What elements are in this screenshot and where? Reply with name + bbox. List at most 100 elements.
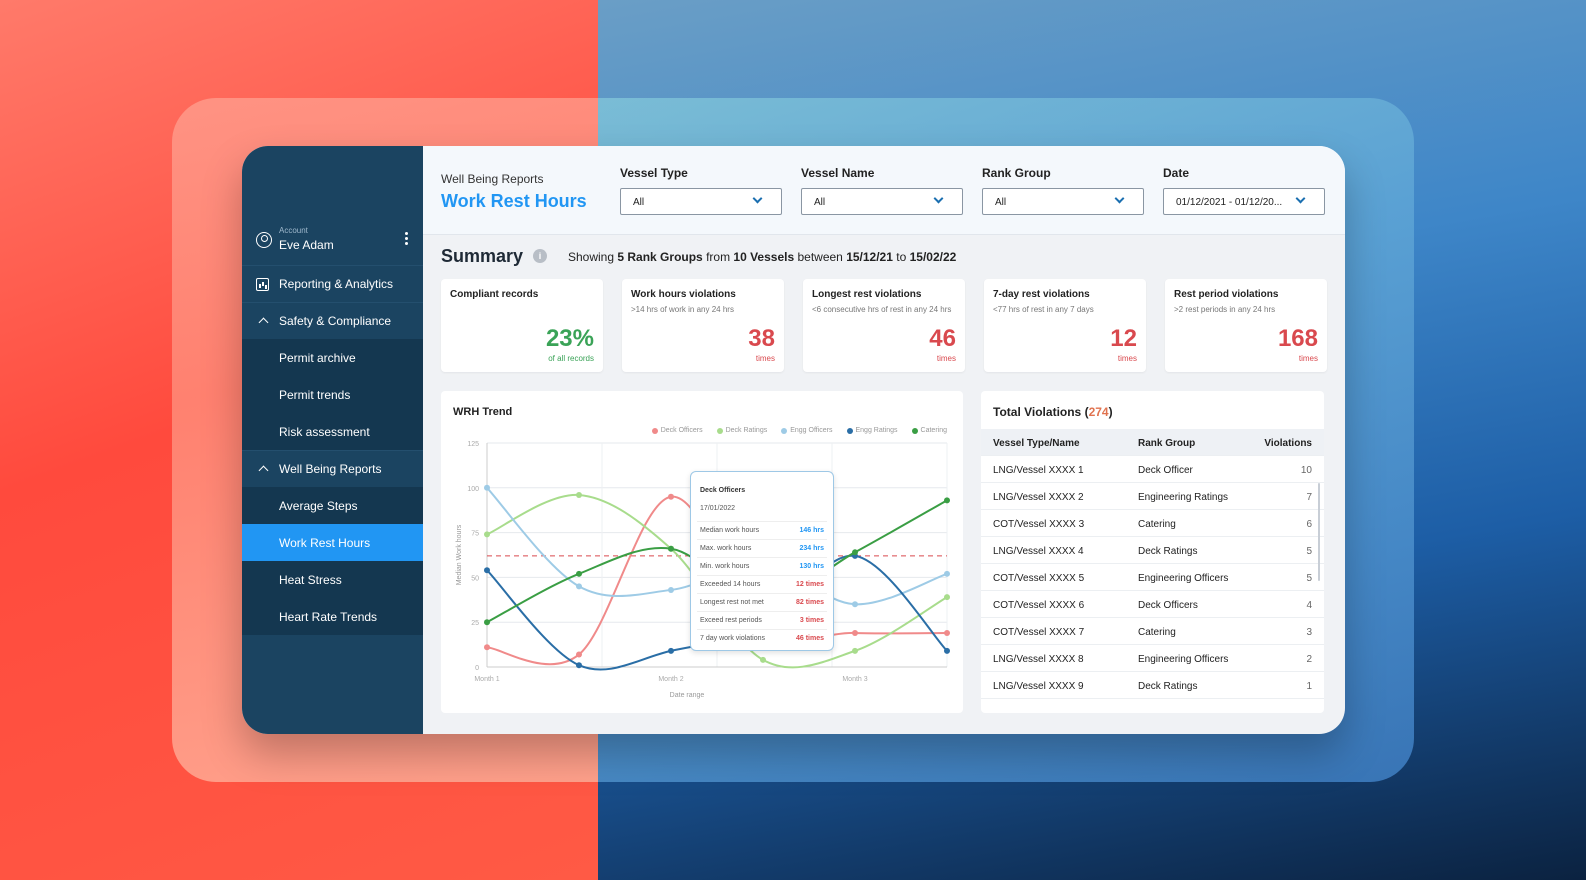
table-row[interactable]: COT/Vessel XXXX 3 Catering 6	[981, 510, 1324, 537]
legend-item[interactable]: Engg Officers	[781, 427, 833, 434]
legend-label: Engg Ratings	[855, 427, 898, 434]
violations-count: 274	[1088, 405, 1109, 419]
vessel-name-select[interactable]: All	[801, 188, 963, 215]
sidebar-item-permit-trends[interactable]: Permit trends	[242, 376, 423, 413]
table-row[interactable]: LNG/Vessel XXXX 8 Engineering Officers 2	[981, 645, 1324, 672]
account-section[interactable]: Account Eve Adam	[242, 222, 423, 264]
tooltip-value: 130 hrs	[799, 563, 824, 570]
tooltip-key: Max. work hours	[700, 545, 752, 552]
violations-table: Vessel Type/Name Rank Group Violations L…	[981, 429, 1324, 699]
more-vertical-icon[interactable]	[405, 232, 409, 246]
x-axis-label: Date range	[670, 692, 705, 699]
table-cell: 4	[1306, 600, 1312, 611]
date-range-select[interactable]: 01/12/2021 - 01/12/20...	[1163, 188, 1325, 215]
select-value: All	[633, 197, 645, 208]
table-cell: LNG/Vessel XXXX 8	[993, 654, 1084, 665]
table-cell: 1	[1306, 681, 1312, 692]
tooltip-value: 234 hrs	[799, 545, 824, 552]
table-row[interactable]: LNG/Vessel XXXX 4 Deck Ratings 5	[981, 537, 1324, 564]
summary-description: Showing 5 Rank Groups from 10 Vessels be…	[568, 250, 957, 264]
column-header[interactable]: Rank Group	[1138, 438, 1196, 449]
data-point	[576, 651, 582, 658]
table-row[interactable]: COT/Vessel XXXX 7 Catering 3	[981, 618, 1324, 645]
rank-group-select[interactable]: All	[982, 188, 1144, 215]
table-row[interactable]: COT/Vessel XXXX 6 Deck Officers 4	[981, 591, 1324, 618]
chevron-down-icon	[1295, 193, 1306, 204]
sidebar-item-well-being-reports[interactable]: Well Being Reports	[242, 450, 423, 487]
data-point	[760, 656, 766, 663]
sidebar-item-heat-stress[interactable]: Heat Stress	[242, 561, 423, 598]
tooltip-date: 17/01/2022	[700, 505, 736, 512]
card-subtitle: >14 hrs of work in any 24 hrs	[631, 305, 734, 314]
table-cell: 7	[1306, 492, 1312, 503]
sidebar-item-label: Heart Rate Trends	[279, 609, 378, 624]
card-subtitle: <77 hrs of rest in any 7 days	[993, 305, 1094, 314]
sidebar-item-heart-rate-trends[interactable]: Heart Rate Trends	[242, 598, 423, 635]
table-row[interactable]: LNG/Vessel XXXX 2 Engineering Ratings 7	[981, 483, 1324, 510]
date-filter: Date 01/12/2021 - 01/12/20...	[1163, 166, 1325, 215]
column-header[interactable]: Violations	[1264, 438, 1312, 449]
data-point	[484, 484, 490, 491]
table-cell: Deck Ratings	[1138, 681, 1198, 692]
select-value: All	[814, 197, 826, 208]
legend-label: Deck Officers	[660, 427, 703, 434]
breadcrumb[interactable]: Well Being Reports	[441, 172, 544, 186]
tooltip-value: 46 times	[795, 635, 824, 642]
card-title: Rest period violations	[1174, 289, 1279, 300]
scrollbar[interactable]	[1318, 483, 1320, 581]
chart-legend: Deck Officers Deck Ratings Engg Officers En…	[651, 427, 947, 434]
data-point	[576, 570, 582, 577]
table-row[interactable]: LNG/Vessel XXXX 9 Deck Ratings 1	[981, 672, 1324, 699]
sidebar-item-risk-assessment[interactable]: Risk assessment	[242, 413, 423, 450]
tooltip-row: 7 day work violations 46 times	[697, 629, 827, 647]
column-header[interactable]: Vessel Type/Name	[993, 438, 1080, 449]
table-cell: LNG/Vessel XXXX 9	[993, 681, 1084, 692]
sidebar-item-permit-archive[interactable]: Permit archive	[242, 339, 423, 376]
table-row[interactable]: COT/Vessel XXXX 5 Engineering Officers 5	[981, 564, 1324, 591]
table-cell: LNG/Vessel XXXX 4	[993, 546, 1084, 557]
sidebar-item-label: Well Being Reports	[279, 462, 382, 476]
data-point	[576, 662, 582, 669]
data-point	[944, 629, 950, 636]
legend-item[interactable]: Catering	[911, 427, 947, 434]
table-cell: Deck Officers	[1138, 600, 1198, 611]
data-point	[852, 629, 858, 636]
legend-dot	[651, 427, 658, 434]
sidebar-item-label: Risk assessment	[279, 424, 370, 439]
filter-label: Vessel Type	[620, 166, 688, 180]
table-row[interactable]: LNG/Vessel XXXX 1 Deck Officer 10	[981, 456, 1324, 483]
card-unit: times	[755, 354, 775, 363]
sidebar-item-work-rest-hours[interactable]: Work Rest Hours	[242, 524, 423, 561]
legend-item[interactable]: Engg Ratings	[846, 427, 898, 434]
page-title: Work Rest Hours	[441, 191, 587, 211]
legend-item[interactable]: Deck Ratings	[716, 427, 767, 434]
chart-title: WRH Trend	[453, 406, 513, 418]
select-value: All	[995, 197, 1007, 208]
tooltip-key: Longest rest not met	[700, 599, 764, 606]
y-tick-label: 100	[467, 486, 479, 493]
data-point	[852, 549, 858, 556]
legend-item[interactable]: Deck Officers	[651, 427, 703, 434]
table-cell: COT/Vessel XXXX 5	[993, 573, 1085, 584]
vessel-type-select[interactable]: All	[620, 188, 782, 215]
x-tick-label: Month 1	[474, 676, 499, 683]
card-subtitle: <6 consecutive hrs of rest in any 24 hrs	[812, 305, 952, 314]
card-title: Work hours violations	[631, 289, 736, 300]
card-value: 12	[1110, 325, 1137, 352]
chart-tooltip: Deck Officers 17/01/2022 Median work hou…	[690, 471, 834, 651]
vessel-type-filter: Vessel Type All	[620, 166, 782, 215]
data-point	[668, 586, 674, 593]
violations-title: Total Violations (274)	[993, 405, 1113, 419]
sidebar-item-reporting-analytics[interactable]: Reporting & Analytics	[242, 265, 423, 302]
tooltip-key: 7 day work violations	[700, 635, 765, 642]
y-axis-label: Median Work hours	[456, 524, 463, 585]
data-point	[668, 493, 674, 500]
sidebar-item-safety-compliance[interactable]: Safety & Compliance	[242, 302, 423, 339]
chevron-down-icon	[752, 193, 763, 204]
info-icon[interactable]: i	[533, 249, 547, 263]
table-cell: Deck Officer	[1138, 465, 1193, 476]
wrh-trend-panel: WRH Trend Deck Officers Deck Ratings Engg …	[441, 391, 963, 713]
sidebar-item-average-steps[interactable]: Average Steps	[242, 487, 423, 524]
card-unit: times	[1117, 354, 1137, 363]
tooltip-key: Median work hours	[700, 527, 760, 534]
